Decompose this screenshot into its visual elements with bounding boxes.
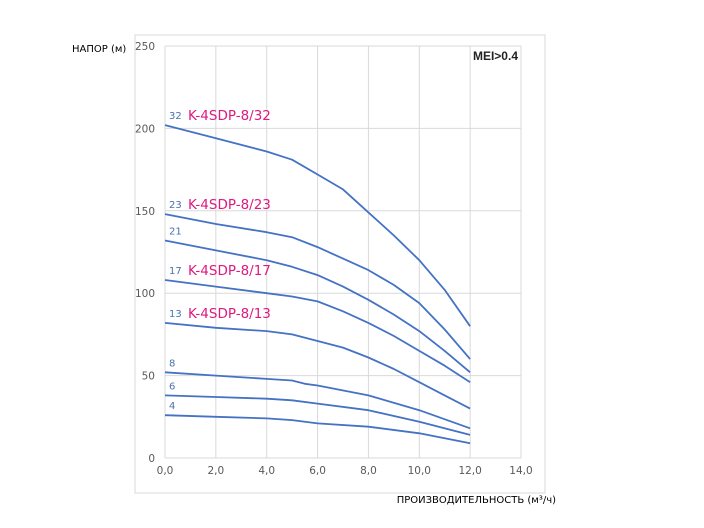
chart-frame [134,34,546,494]
x-tick-label: 0,0 [157,465,174,477]
series-label-6: 6 [169,381,175,392]
series-label-21: 21 [169,226,182,237]
y-tick-label: 50 [142,371,155,383]
series-label-13: 13 [169,309,182,320]
x-axis-title: ПРОИЗВОДИТЕЛЬНОСТЬ (м³/ч) [397,495,556,506]
model-label: K-4SDP-8/13 [188,306,271,322]
series-label-4: 4 [169,401,175,412]
model-label: K-4SDP-8/23 [188,197,271,213]
series-line-32 [164,124,471,327]
x-tick-label: 10,0 [408,465,431,477]
y-tick-label: 100 [135,288,155,300]
y-tick-label: 0 [148,453,155,465]
x-tick-label: 8,0 [360,465,377,477]
series-line-23 [164,213,471,360]
x-tick-label: 2,0 [208,465,225,477]
series-label-8: 8 [169,358,175,369]
x-tick-label: 12,0 [458,465,481,477]
y-tick-label: 200 [135,123,155,135]
series-label-17: 17 [169,266,182,277]
series-line-13 [164,322,471,410]
series-label-23: 23 [169,200,182,211]
series-label-32: 32 [169,111,182,122]
mei-annotation: MEI>0.4 [473,49,518,63]
model-label: K-4SDP-8/17 [188,263,271,279]
series-line-21 [164,239,471,373]
x-tick-label: 4,0 [258,465,275,477]
series-line-6 [164,394,471,436]
x-tick-label: 14,0 [509,465,532,477]
series-line-8 [164,371,471,430]
series-line-4 [164,414,471,445]
y-tick-label: 250 [135,41,155,53]
series-line-17 [164,279,471,383]
y-tick-label: 150 [135,206,155,218]
x-tick-label: 6,0 [309,465,326,477]
model-label: K-4SDP-8/32 [188,108,271,124]
y-axis-title: НАПОР (м) [72,44,126,55]
